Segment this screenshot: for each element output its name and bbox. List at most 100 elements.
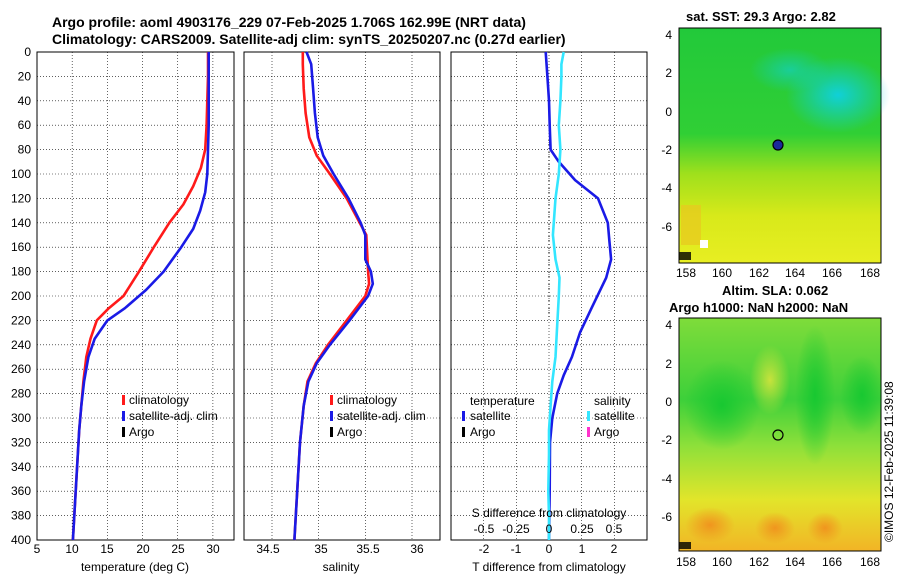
legend-t-satellite-label: satellite	[470, 409, 511, 423]
depth-tick: 20	[18, 69, 32, 83]
sst-xtick: 160	[712, 266, 732, 280]
sla-argo-marker	[772, 429, 784, 441]
salinity-satellite-line	[546, 51, 565, 540]
sst-land-patch	[700, 240, 708, 248]
legend-satellite-swatch	[330, 411, 333, 421]
temperature-xtick: 5	[34, 542, 41, 556]
sst-warm-pool	[750, 48, 830, 92]
sst-map-panel: 4 2 0 -2 -4 -6 158 160 162 164 166 168	[661, 27, 890, 280]
sla-ytick: -6	[661, 510, 672, 524]
sst-ytick: -6	[661, 220, 672, 234]
salinity-panel: 34.5 35 35.5 36 salinity climatology sat…	[243, 51, 441, 574]
depth-tick: 400	[11, 533, 31, 547]
temperature-xtick: 10	[65, 542, 79, 556]
temperature-panel: 0 20 40 60 80 100 120 140 160 180 200 220 240 260 280 3…	[11, 45, 235, 574]
temperature-xtick: 25	[171, 542, 185, 556]
difference-legend: temperature satellite Argo salinity sate…	[462, 394, 635, 439]
sla-ytick: 4	[665, 318, 672, 332]
sst-ytick: 2	[665, 66, 672, 80]
sst-xtick: 162	[749, 266, 769, 280]
legend-satellite-swatch	[122, 411, 125, 421]
salinity-legend: climatology satellite-adj. clim Argo	[330, 393, 426, 439]
depth-tick: 40	[18, 94, 32, 108]
salinity-xtick: 34.5	[256, 542, 280, 556]
legend-s-argo-label: Argo	[594, 425, 620, 439]
sla-mid-anomaly	[750, 345, 790, 415]
depth-tick: 280	[11, 387, 31, 401]
sla-map-title: Altim. SLA: 0.062	[722, 283, 829, 298]
temperature-x-ticks: 5 10 15 20 25 30	[34, 542, 220, 556]
legend-argo-swatch	[122, 427, 125, 437]
depth-tick: 380	[11, 509, 31, 523]
depth-tick: 0	[24, 45, 31, 59]
s-difference-tick: 0.25	[570, 522, 594, 536]
sst-argo-marker	[772, 139, 784, 151]
legend-argo-label: Argo	[337, 425, 363, 439]
plot-title-line2: Climatology: CARS2009. Satellite-adj cli…	[52, 31, 566, 47]
legend-satellite-label: satellite-adj. clim	[129, 409, 218, 423]
depth-tick: 200	[11, 289, 31, 303]
s-difference-ticks: -0.5 -0.25 0 0.25 0.5	[474, 522, 623, 536]
t-difference-ticks: -2 -1 0 1 2	[479, 542, 618, 556]
sla-ytick: -4	[661, 472, 672, 486]
legend-salinity-title: salinity	[594, 394, 631, 408]
sla-high-anomaly	[840, 355, 884, 435]
salinity-xtick: 36	[410, 542, 424, 556]
depth-tick: 320	[11, 435, 31, 449]
t-difference-xlabel: T difference from climatology	[472, 560, 626, 574]
depth-tick: 340	[11, 460, 31, 474]
legend-s-argo-swatch	[587, 427, 590, 437]
salinity-xtick: 35	[314, 542, 328, 556]
satellite-adj-clim-line	[71, 52, 210, 541]
satellite-adj-clim-line	[293, 51, 375, 541]
s-difference-label: S difference from climatology	[472, 506, 627, 520]
difference-lines	[544, 51, 613, 541]
temperature-xtick: 30	[206, 542, 220, 556]
sla-ytick: -2	[661, 433, 672, 447]
temperature-satellite-line	[544, 51, 613, 541]
s-difference-tick: -0.25	[502, 522, 530, 536]
s-difference-tick: 0.5	[606, 522, 623, 536]
t-difference-tick: 1	[579, 542, 586, 556]
t-difference-tick: -1	[511, 542, 522, 556]
sst-xtick: 158	[676, 266, 696, 280]
sst-map-title: sat. SST: 29.3 Argo: 2.82	[686, 9, 836, 24]
depth-tick: 100	[11, 167, 31, 181]
sla-ytick: 2	[665, 357, 672, 371]
legend-climatology-label: climatology	[129, 393, 189, 407]
sla-low-anomaly	[755, 512, 795, 544]
sst-ytick: 4	[665, 28, 672, 42]
temperature-xlabel: temperature (deg C)	[81, 560, 189, 574]
t-difference-tick: 0	[546, 542, 553, 556]
sla-map-yticks: 4 2 0 -2 -4 -6	[661, 318, 672, 524]
sst-coast	[679, 252, 691, 260]
sla-xtick: 168	[860, 555, 880, 569]
depth-tick: 140	[11, 216, 31, 230]
legend-s-satellite-label: satellite	[594, 409, 635, 423]
depth-tick-labels: 0 20 40 60 80 100 120 140 160 180 200 220 240 260 280 3…	[11, 45, 31, 547]
legend-temperature-title: temperature	[470, 394, 535, 408]
depth-tick: 360	[11, 484, 31, 498]
sla-xtick: 164	[785, 555, 805, 569]
legend-climatology-label: climatology	[337, 393, 397, 407]
t-difference-tick: 2	[611, 542, 618, 556]
t-difference-tick: -2	[479, 542, 490, 556]
depth-tick: 80	[18, 143, 32, 157]
sst-land-patch	[681, 205, 701, 245]
sst-ytick: 0	[665, 105, 672, 119]
temperature-xtick: 15	[100, 542, 114, 556]
s-difference-tick: 0	[546, 522, 553, 536]
sst-map-xticks: 158 160 162 164 166 168	[676, 266, 880, 280]
sla-xtick: 162	[749, 555, 769, 569]
legend-t-argo-swatch	[462, 427, 465, 437]
sst-map-yticks: 4 2 0 -2 -4 -6	[661, 28, 672, 234]
depth-tick: 260	[11, 362, 31, 376]
depth-tick: 60	[18, 118, 32, 132]
sla-map-xticks: 158 160 162 164 166 168	[676, 555, 880, 569]
sla-map-subtitle: Argo h1000: NaN h2000: NaN	[669, 300, 849, 315]
s-difference-tick: -0.5	[474, 522, 495, 536]
legend-climatology-swatch	[330, 395, 333, 405]
sla-high-anomaly	[684, 360, 760, 450]
sla-high-anomaly	[795, 325, 835, 465]
